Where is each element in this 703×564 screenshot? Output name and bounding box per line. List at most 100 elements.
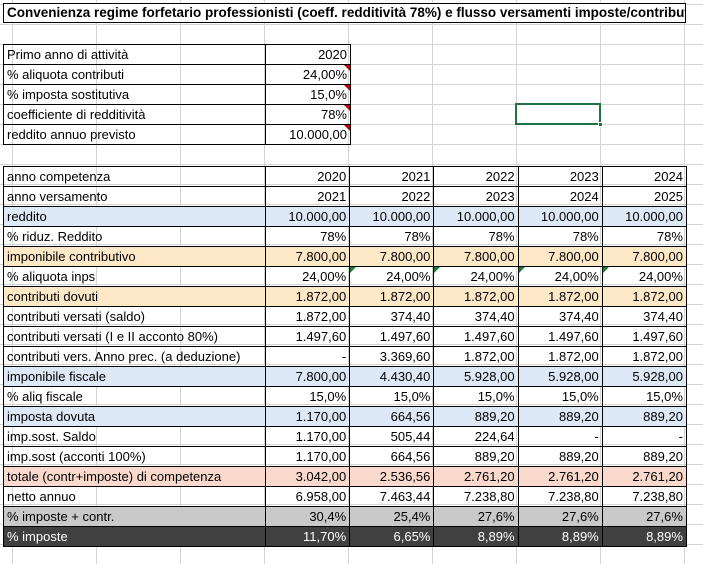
value-cell[interactable]: 1.497,60 <box>433 326 519 347</box>
param-value[interactable]: 24,00% <box>265 64 351 85</box>
param-value[interactable]: 78% <box>265 104 351 125</box>
value-cell[interactable]: 1.170,00 <box>264 446 351 467</box>
row-label[interactable]: imponibile fiscale <box>3 366 266 387</box>
value-cell[interactable]: 78% <box>601 226 687 247</box>
value-cell[interactable]: 889,20 <box>433 446 519 467</box>
param-value[interactable]: 15,0% <box>265 84 351 105</box>
value-cell[interactable]: 1.170,00 <box>264 426 351 447</box>
row-label[interactable]: % riduz. Reddito <box>3 226 266 247</box>
value-cell[interactable]: 374,40 <box>601 306 687 327</box>
value-cell[interactable]: 664,56 <box>349 406 435 427</box>
row-label[interactable]: % aliq fiscale <box>3 386 266 407</box>
value-cell[interactable]: 889,20 <box>601 446 687 467</box>
value-cell[interactable]: 7.800,00 <box>601 246 687 267</box>
value-cell[interactable]: 27,6% <box>601 506 687 527</box>
param-label[interactable]: % aliquota contributi <box>3 64 266 85</box>
row-label[interactable]: imponibile contributivo <box>3 246 266 267</box>
value-cell[interactable]: 15,0% <box>349 386 435 407</box>
value-cell[interactable]: 5.928,00 <box>601 366 687 387</box>
fill-handle[interactable] <box>598 122 603 127</box>
value-cell[interactable]: 1.497,60 <box>349 326 435 347</box>
value-cell[interactable]: 1.872,00 <box>517 346 603 367</box>
row-label[interactable]: contributi versati (saldo) <box>3 306 266 327</box>
value-cell[interactable]: 7.800,00 <box>433 246 519 267</box>
value-cell[interactable]: 889,20 <box>517 406 603 427</box>
value-cell[interactable]: 889,20 <box>433 406 519 427</box>
value-cell[interactable]: 2025 <box>601 186 687 207</box>
value-cell[interactable]: 224,64 <box>433 426 519 447</box>
value-cell[interactable]: 11,70% <box>264 526 351 547</box>
param-label[interactable]: Primo anno di attività <box>3 44 266 65</box>
selected-cell[interactable] <box>515 103 603 127</box>
value-cell[interactable]: 8,89% <box>433 526 519 547</box>
value-cell[interactable]: 1.497,60 <box>264 326 351 347</box>
value-cell[interactable]: 10.000,00 <box>517 206 603 227</box>
value-cell[interactable]: 889,20 <box>517 446 603 467</box>
value-cell[interactable]: 7.463,44 <box>349 486 435 507</box>
value-cell[interactable]: - <box>264 346 351 367</box>
value-cell[interactable]: 2023 <box>517 166 603 187</box>
value-cell[interactable]: 6.958,00 <box>264 486 351 507</box>
value-cell[interactable]: 10.000,00 <box>264 206 351 227</box>
value-cell[interactable]: 1.872,00 <box>349 286 435 307</box>
value-cell[interactable]: 374,40 <box>433 306 519 327</box>
row-label[interactable]: % imposte + contr. <box>3 506 266 527</box>
row-label[interactable]: anno versamento <box>3 186 266 207</box>
value-cell[interactable]: 1.872,00 <box>264 286 351 307</box>
value-cell[interactable]: 2.761,20 <box>601 466 687 487</box>
param-label[interactable]: % imposta sostitutiva <box>3 84 266 105</box>
value-cell[interactable]: 7.800,00 <box>264 366 351 387</box>
value-cell[interactable]: 8,89% <box>601 526 687 547</box>
value-cell[interactable]: - <box>517 426 603 447</box>
value-cell[interactable]: 664,56 <box>349 446 435 467</box>
row-label[interactable]: contributi vers. Anno prec. (a deduzione… <box>3 346 266 367</box>
row-label[interactable]: contributi dovuti <box>3 286 266 307</box>
value-cell[interactable]: 1.872,00 <box>433 346 519 367</box>
value-cell[interactable]: 2.536,56 <box>349 466 435 487</box>
value-cell[interactable]: 24,00% <box>517 266 603 287</box>
row-label[interactable]: % aliquota inps <box>3 266 266 287</box>
value-cell[interactable]: 15,0% <box>264 386 351 407</box>
value-cell[interactable]: 2022 <box>349 186 435 207</box>
value-cell[interactable]: 10.000,00 <box>349 206 435 227</box>
value-cell[interactable]: 5.928,00 <box>517 366 603 387</box>
value-cell[interactable]: 8,89% <box>517 526 603 547</box>
value-cell[interactable]: 1.872,00 <box>433 286 519 307</box>
row-label[interactable]: anno competenza <box>3 166 266 187</box>
row-label[interactable]: netto annuo <box>3 486 266 507</box>
value-cell[interactable]: 1.872,00 <box>601 286 687 307</box>
value-cell[interactable]: 2020 <box>264 166 351 187</box>
value-cell[interactable]: 30,4% <box>264 506 351 527</box>
value-cell[interactable]: 15,0% <box>601 386 687 407</box>
value-cell[interactable]: 10.000,00 <box>433 206 519 227</box>
value-cell[interactable]: 1.170,00 <box>264 406 351 427</box>
value-cell[interactable]: 78% <box>433 226 519 247</box>
value-cell[interactable]: 4.430,40 <box>349 366 435 387</box>
value-cell[interactable]: 505,44 <box>349 426 435 447</box>
value-cell[interactable]: 1.872,00 <box>517 286 603 307</box>
value-cell[interactable]: 2.761,20 <box>517 466 603 487</box>
value-cell[interactable]: 2021 <box>264 186 351 207</box>
value-cell[interactable]: 78% <box>517 226 603 247</box>
value-cell[interactable]: 3.369,60 <box>349 346 435 367</box>
value-cell[interactable]: 24,00% <box>264 266 351 287</box>
value-cell[interactable]: 374,40 <box>349 306 435 327</box>
value-cell[interactable]: 1.872,00 <box>264 306 351 327</box>
value-cell[interactable]: 3.042,00 <box>264 466 351 487</box>
row-label[interactable]: reddito <box>3 206 266 227</box>
value-cell[interactable]: 2024 <box>601 166 687 187</box>
value-cell[interactable]: 15,0% <box>517 386 603 407</box>
value-cell[interactable]: 6,65% <box>349 526 435 547</box>
value-cell[interactable]: 27,6% <box>433 506 519 527</box>
value-cell[interactable]: - <box>601 426 687 447</box>
value-cell[interactable]: 1.497,60 <box>517 326 603 347</box>
row-label[interactable]: imposta dovuta <box>3 406 266 427</box>
row-label[interactable]: totale (contr+imposte) di competenza <box>3 466 266 487</box>
param-label[interactable]: coefficiente di redditività <box>3 104 266 125</box>
value-cell[interactable]: 374,40 <box>517 306 603 327</box>
value-cell[interactable]: 24,00% <box>601 266 687 287</box>
value-cell[interactable]: 2021 <box>349 166 435 187</box>
value-cell[interactable]: 7.238,80 <box>517 486 603 507</box>
value-cell[interactable]: 2022 <box>433 166 519 187</box>
value-cell[interactable]: 2024 <box>517 186 603 207</box>
